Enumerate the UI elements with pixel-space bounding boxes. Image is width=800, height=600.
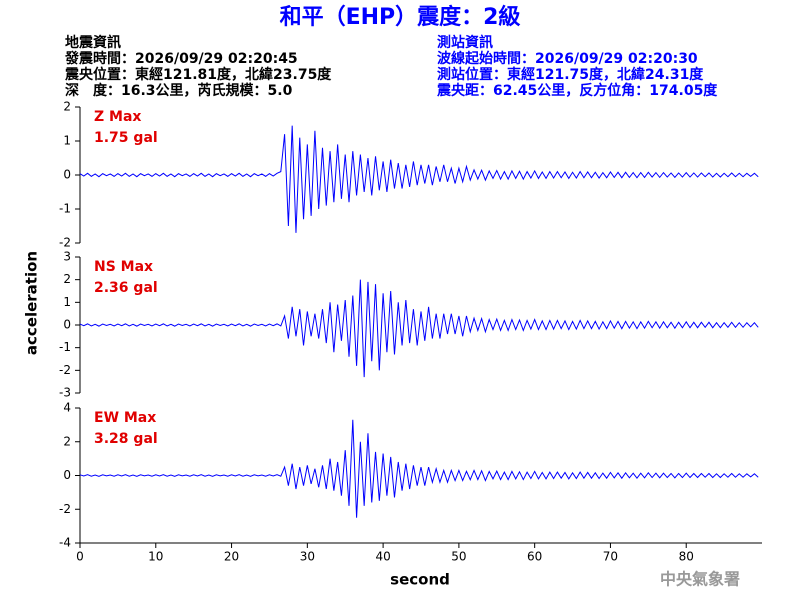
y-tick-label: 0: [63, 318, 71, 332]
y-tick-label: 0: [63, 168, 71, 182]
info-right: 測站位置：東經121.75度，北緯24.31度: [437, 66, 704, 83]
x-tick-label: 50: [451, 550, 466, 564]
info-left: 發震時間：2026/09/29 02:20:45: [64, 50, 298, 67]
annotation: EW Max: [94, 410, 156, 426]
y-tick-label: 2: [63, 272, 71, 286]
x-tick-label: 0: [76, 550, 84, 564]
waveform: [79, 279, 759, 378]
info-left: 深 度：16.3公里，芮氏規模：5.0: [65, 82, 293, 99]
annotation: 2.36 gal: [94, 280, 158, 296]
x-tick-label: 30: [300, 550, 315, 564]
annotation: Z Max: [94, 109, 141, 125]
info-left: 地震資訊: [65, 34, 121, 51]
y-tick-label: -1: [59, 340, 71, 354]
y-tick-label: 4: [63, 401, 71, 415]
waveform: [79, 125, 759, 233]
info-left: 震央位置：東經121.81度，北緯23.75度: [64, 66, 332, 83]
y-tick-label: 2: [63, 434, 71, 448]
footer: 中央氣象署: [660, 570, 740, 589]
info-right: 測站資訊: [437, 34, 493, 51]
x-tick-label: 40: [375, 550, 390, 564]
y-tick-label: 1: [63, 134, 71, 148]
waveform: [79, 419, 759, 518]
x-tick-label: 60: [527, 550, 542, 564]
y-tick-label: -4: [59, 536, 71, 550]
x-axis-label: second: [390, 571, 450, 589]
y-tick-label: -2: [59, 502, 71, 516]
y-tick-label: -2: [59, 363, 71, 377]
annotation: 3.28 gal: [94, 431, 158, 447]
x-tick-label: 10: [148, 550, 163, 564]
x-tick-label: 70: [603, 550, 618, 564]
y-tick-label: -3: [59, 386, 71, 400]
y-tick-label: -2: [59, 236, 71, 250]
x-tick-label: 80: [679, 550, 694, 564]
info-right: 波線起始時間：2026/09/29 02:20:30: [437, 50, 698, 67]
x-tick-label: 20: [224, 550, 239, 564]
y-tick-label: -1: [59, 202, 71, 216]
y-tick-label: 2: [63, 100, 71, 114]
y-tick-label: 3: [63, 250, 71, 264]
y-tick-label: 1: [63, 295, 71, 309]
info-right: 震央距：62.45公里，反方位角：174.05度: [436, 82, 718, 99]
annotation: 1.75 gal: [94, 130, 158, 146]
y-tick-label: 0: [63, 468, 71, 482]
annotation: NS Max: [94, 259, 153, 275]
title: 和平（EHP）震度：2級: [280, 4, 521, 30]
y-axis-label: acceleration: [23, 251, 41, 355]
